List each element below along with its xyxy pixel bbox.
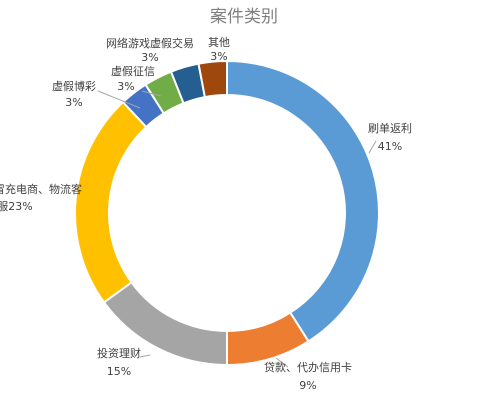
donut-slices bbox=[74, 59, 380, 367]
leader-line-0 bbox=[368, 140, 377, 154]
leader-line-4 bbox=[97, 90, 141, 109]
slice-label-5: 虚假征信 bbox=[111, 64, 155, 78]
slice-percent-2: 15% bbox=[107, 365, 131, 378]
leader-lines bbox=[97, 90, 377, 368]
slice-percent-7: 3% bbox=[210, 50, 227, 63]
slice-label-6: 网络游戏虚假交易 bbox=[106, 36, 194, 50]
slice-label-4: 虚假博彩 bbox=[52, 79, 96, 93]
slice-label-1: 贷款、代办信用卡 bbox=[264, 360, 352, 374]
leader-line-2 bbox=[139, 354, 151, 358]
leader-line-5 bbox=[141, 90, 162, 97]
slice-percent-4: 3% bbox=[65, 96, 82, 109]
slice-7 bbox=[197, 59, 228, 99]
slice-3 bbox=[74, 100, 148, 304]
slice-1 bbox=[226, 311, 310, 367]
slice-label-3-line2: 服23% bbox=[0, 200, 33, 213]
slice-percent-5: 3% bbox=[117, 80, 134, 93]
slice-0 bbox=[226, 59, 380, 343]
chart-title: 案件类别 bbox=[210, 7, 278, 27]
slice-label-2: 投资理财 bbox=[97, 346, 141, 360]
leader-line-1 bbox=[275, 357, 289, 368]
slice-percent-1: 9% bbox=[299, 379, 316, 392]
slice-label-0: 刷单返利 bbox=[368, 122, 412, 135]
slice-label-3-line1: 冒充电商、物流客 bbox=[0, 182, 82, 196]
slice-percent-6: 3% bbox=[141, 51, 158, 64]
slice-percent-0: 41% bbox=[378, 140, 402, 153]
slice-label-7: 其他 bbox=[208, 36, 230, 49]
